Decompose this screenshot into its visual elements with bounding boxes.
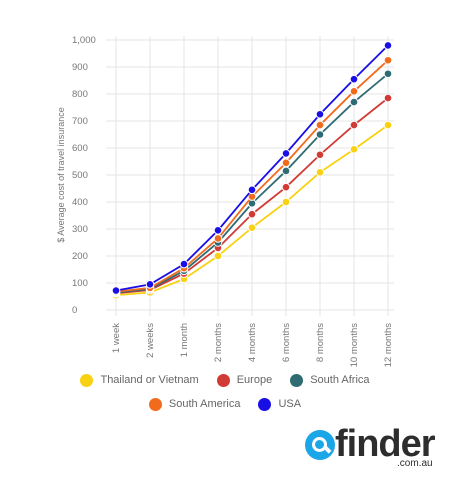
legend-label: USA	[278, 398, 302, 410]
legend-dot-icon	[216, 373, 230, 387]
legend-item-south-africa: South Africa	[290, 373, 370, 387]
legend-row-1: Thailand or Vietnam Europe South Africa	[0, 368, 450, 392]
data-point-europe[interactable]	[383, 93, 393, 103]
legend-item-south-america: South America	[148, 397, 241, 411]
y-tick-label: 600	[72, 143, 88, 154]
x-tick-label: 1 month	[179, 323, 190, 357]
x-axis-ticks: 1 week 2 weeks 1 month 2 months 4 months 6 mo…	[111, 323, 394, 368]
data-point-south-africa[interactable]	[349, 97, 359, 107]
y-tick-label: 100	[72, 278, 88, 289]
magnifier-icon	[305, 430, 335, 460]
data-point-thailand-or-vietnam[interactable]	[213, 251, 223, 261]
data-point-thailand-or-vietnam[interactable]	[315, 168, 325, 177]
chart-series	[111, 41, 393, 300]
data-point-south-africa[interactable]	[281, 166, 291, 176]
legend-dot-icon	[258, 397, 272, 411]
legend-dot-icon	[290, 373, 304, 387]
data-point-europe[interactable]	[349, 120, 359, 130]
x-tick-label: 1 week	[111, 323, 122, 353]
logo-domain: .com.au	[397, 458, 433, 469]
y-tick-label: 500	[72, 170, 88, 181]
data-point-europe[interactable]	[247, 209, 257, 219]
data-point-usa[interactable]	[213, 226, 223, 235]
legend-item-europe: Europe	[216, 373, 273, 387]
data-point-south-america[interactable]	[349, 87, 359, 96]
legend-label: South America	[168, 398, 241, 410]
data-point-europe[interactable]	[281, 182, 291, 192]
data-point-usa[interactable]	[281, 149, 291, 158]
data-point-usa[interactable]	[179, 259, 189, 269]
x-tick-label: 12 months	[383, 323, 394, 368]
y-axis-label: $ Average cost of travel insurance	[56, 107, 66, 242]
y-tick-label: 900	[72, 62, 88, 73]
logo-wordmark: finder	[335, 423, 436, 465]
legend-row-2: South America USA	[0, 392, 450, 416]
legend-label: South Africa	[310, 374, 370, 386]
data-point-usa[interactable]	[349, 74, 359, 84]
data-point-south-america[interactable]	[213, 234, 223, 243]
y-tick-label: 1,000	[72, 35, 96, 46]
data-point-south-america[interactable]	[281, 158, 291, 168]
y-tick-label: 300	[72, 224, 88, 235]
data-point-usa[interactable]	[145, 280, 155, 289]
data-point-south-america[interactable]	[315, 120, 325, 130]
data-point-usa[interactable]	[111, 286, 121, 295]
data-point-usa[interactable]	[247, 185, 257, 195]
legend-dot-icon	[148, 397, 162, 411]
data-point-usa[interactable]	[383, 41, 393, 50]
data-point-south-america[interactable]	[383, 55, 393, 65]
data-point-thailand-or-vietnam[interactable]	[247, 223, 257, 232]
chart-legend: Thailand or Vietnam Europe South Africa …	[0, 368, 450, 416]
data-point-thailand-or-vietnam[interactable]	[281, 197, 291, 207]
data-point-thailand-or-vietnam[interactable]	[349, 145, 359, 154]
x-tick-label: 6 months	[281, 323, 292, 362]
legend-item-thailand-or-vietnam: Thailand or Vietnam	[80, 373, 199, 387]
data-point-usa[interactable]	[315, 109, 325, 119]
series-usa	[111, 41, 393, 295]
y-axis-ticks: 0 100 200 300 400 500 600 700 800 900 1,000	[72, 35, 96, 316]
legend-dot-icon	[80, 373, 94, 387]
y-tick-label: 700	[72, 116, 88, 127]
y-tick-label: 200	[72, 251, 88, 262]
data-point-thailand-or-vietnam[interactable]	[383, 120, 393, 130]
finder-logo: finder .com.au	[305, 423, 440, 474]
x-tick-label: 10 months	[349, 323, 360, 368]
y-tick-label: 0	[72, 305, 77, 316]
y-tick-label: 400	[72, 197, 88, 208]
legend-item-usa: USA	[258, 397, 302, 411]
legend-label: Europe	[236, 374, 273, 386]
x-tick-label: 4 months	[247, 323, 258, 362]
y-tick-label: 800	[72, 89, 88, 100]
x-tick-label: 2 months	[213, 323, 224, 362]
legend-label: Thailand or Vietnam	[100, 374, 199, 386]
x-tick-label: 8 months	[315, 323, 326, 362]
data-point-south-africa[interactable]	[315, 130, 325, 139]
line-chart: 0 100 200 300 400 500 600 700 800 900 1,000 1 week…	[56, 35, 394, 368]
data-point-europe[interactable]	[315, 150, 325, 160]
x-tick-label: 2 weeks	[145, 323, 156, 358]
data-point-south-africa[interactable]	[383, 69, 393, 79]
